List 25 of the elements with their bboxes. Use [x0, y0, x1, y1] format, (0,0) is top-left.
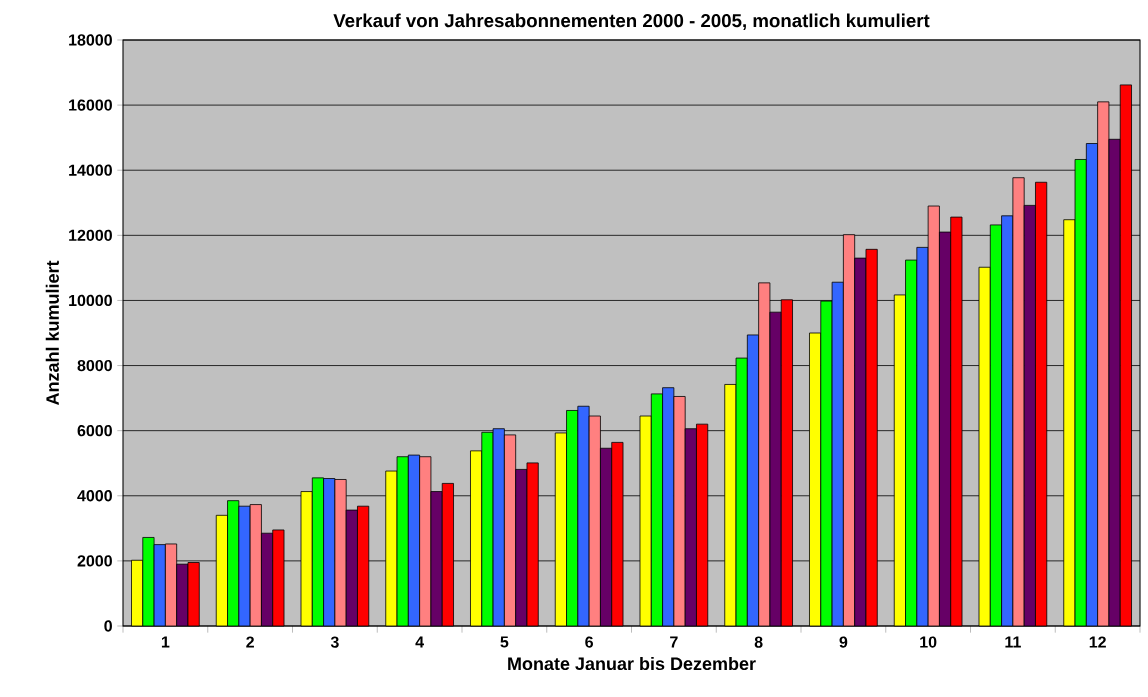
x-tick-label: 10: [920, 636, 937, 648]
y-tick-label: 10000: [69, 294, 112, 307]
y-tick-label: 0: [104, 620, 112, 632]
x-tick-label: 3: [330, 636, 339, 648]
x-tick-label: 11: [1005, 636, 1021, 648]
x-tick-label: 12: [1089, 636, 1106, 648]
x-tick-label: 8: [754, 636, 763, 648]
y-axis-title: Anzahl kumuliert: [45, 260, 59, 406]
y-tick-label: 16000: [69, 99, 112, 111]
y-tick-label: 14000: [69, 164, 112, 176]
y-tick-label: 18000: [69, 34, 112, 46]
x-tick-label: 1: [161, 636, 170, 648]
x-tick-label: 7: [670, 636, 678, 648]
y-tick-label: 4000: [77, 490, 112, 502]
x-tick-label: 6: [585, 636, 594, 648]
x-tick-label: 5: [500, 636, 509, 648]
y-tick-label: 2000: [77, 555, 112, 567]
x-tick-label: 4: [415, 636, 424, 648]
x-axis-title: Monate Januar bis Dezember: [508, 656, 756, 671]
y-tick-label: 8000: [77, 359, 112, 372]
x-tick-label: 2: [246, 636, 254, 648]
x-tick-label: 9: [839, 636, 848, 648]
chart-title: Verkauf von Jahresabonnementen 2000 - 2005, monatlich kumuliert: [333, 13, 930, 30]
y-tick-label: 6000: [77, 425, 112, 437]
y-tick-label: 12000: [69, 229, 112, 241]
